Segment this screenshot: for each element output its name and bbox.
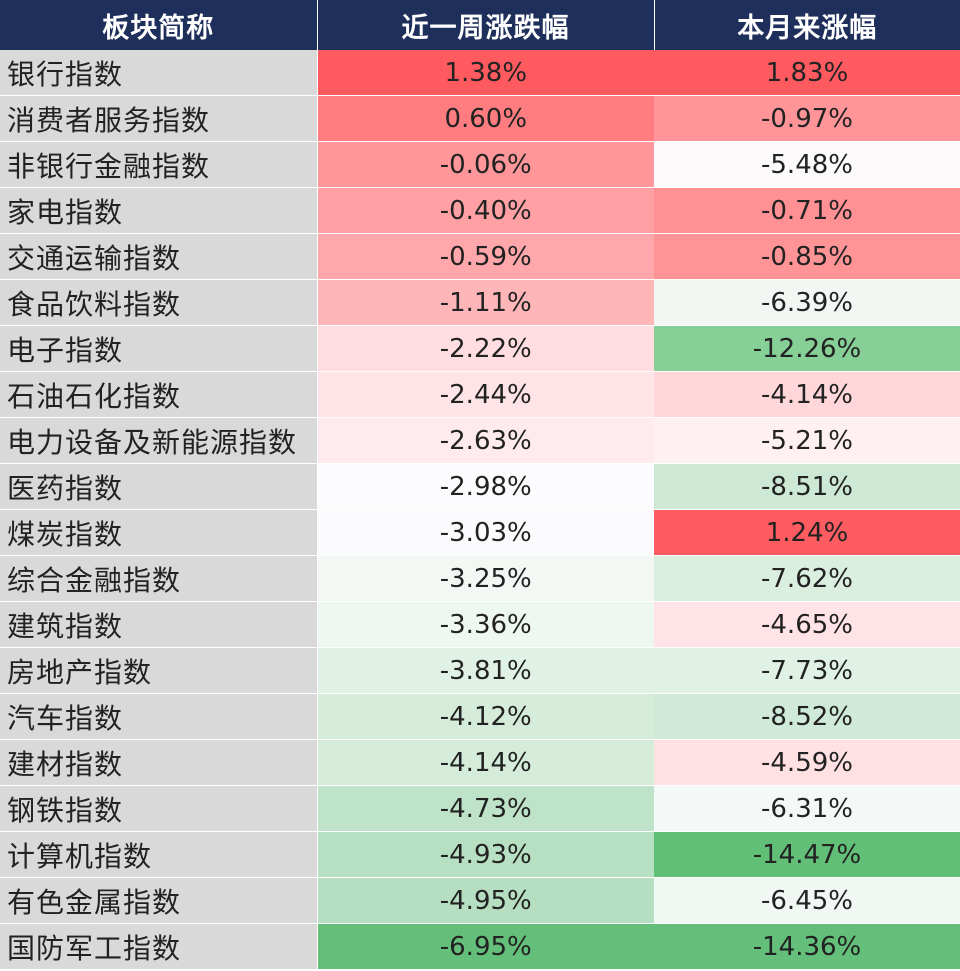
monthly-change-cell: -12.26%: [654, 325, 960, 372]
table-row: 钢铁指数 -4.73% -6.31%: [0, 785, 960, 832]
weekly-change-cell: 0.60%: [317, 95, 654, 142]
sector-name-cell: 有色金属指数: [0, 877, 318, 924]
monthly-change-cell: -4.65%: [654, 601, 960, 648]
table-row: 电子指数 -2.22% -12.26%: [0, 325, 960, 372]
sector-name-cell: 医药指数: [0, 463, 318, 510]
monthly-change-cell: -14.47%: [654, 831, 960, 878]
sector-name-cell: 房地产指数: [0, 647, 318, 694]
table-row: 国防军工指数 -6.95% -14.36%: [0, 923, 960, 969]
monthly-change-cell: -8.52%: [654, 693, 960, 740]
weekly-change-cell: -0.59%: [317, 233, 654, 280]
weekly-change-cell: -3.36%: [317, 601, 654, 648]
weekly-change-cell: -4.73%: [317, 785, 654, 832]
weekly-change-cell: -3.81%: [317, 647, 654, 694]
header-weekly-change: 近一周涨跌幅: [317, 0, 655, 50]
weekly-change-cell: -4.93%: [317, 831, 654, 878]
table-row: 煤炭指数 -3.03% 1.24%: [0, 509, 960, 556]
table-row: 有色金属指数 -4.95% -6.45%: [0, 877, 960, 924]
monthly-change-cell: -0.71%: [654, 187, 960, 234]
weekly-change-cell: -1.11%: [317, 279, 654, 326]
sector-name-cell: 银行指数: [0, 50, 318, 96]
monthly-change-cell: -8.51%: [654, 463, 960, 510]
weekly-change-cell: -2.22%: [317, 325, 654, 372]
table-row: 电力设备及新能源指数 -2.63% -5.21%: [0, 417, 960, 464]
monthly-change-cell: -5.21%: [654, 417, 960, 464]
weekly-change-cell: -2.44%: [317, 371, 654, 418]
monthly-change-cell: -6.45%: [654, 877, 960, 924]
monthly-change-cell: -6.31%: [654, 785, 960, 832]
weekly-change-cell: -6.95%: [317, 923, 654, 969]
weekly-change-cell: -0.06%: [317, 141, 654, 188]
sector-name-cell: 计算机指数: [0, 831, 318, 878]
monthly-change-cell: 1.83%: [654, 50, 960, 96]
table-row: 汽车指数 -4.12% -8.52%: [0, 693, 960, 740]
header-row: 板块简称 近一周涨跌幅 本月来涨幅: [0, 0, 960, 50]
sector-name-cell: 建材指数: [0, 739, 318, 786]
table-row: 银行指数 1.38% 1.83%: [0, 50, 960, 96]
table-row: 计算机指数 -4.93% -14.47%: [0, 831, 960, 878]
weekly-change-cell: -3.03%: [317, 509, 654, 556]
table-body: 银行指数 1.38% 1.83% 消费者服务指数 0.60% -0.97% 非银行金融指数 -…: [0, 50, 960, 969]
sector-name-cell: 综合金融指数: [0, 555, 318, 602]
table-header: 板块简称 近一周涨跌幅 本月来涨幅: [0, 0, 960, 50]
table-row: 交通运输指数 -0.59% -0.85%: [0, 233, 960, 280]
sector-name-cell: 汽车指数: [0, 693, 318, 740]
monthly-change-cell: 1.24%: [654, 509, 960, 556]
sector-name-cell: 电子指数: [0, 325, 318, 372]
table-row: 房地产指数 -3.81% -7.73%: [0, 647, 960, 694]
sector-name-cell: 食品饮料指数: [0, 279, 318, 326]
monthly-change-cell: -7.62%: [654, 555, 960, 602]
sector-name-cell: 非银行金融指数: [0, 141, 318, 188]
weekly-change-cell: -3.25%: [317, 555, 654, 602]
table-row: 石油石化指数 -2.44% -4.14%: [0, 371, 960, 418]
sector-name-cell: 建筑指数: [0, 601, 318, 648]
sector-name-cell: 石油石化指数: [0, 371, 318, 418]
weekly-change-cell: -0.40%: [317, 187, 654, 234]
weekly-change-cell: -4.14%: [317, 739, 654, 786]
header-monthly-change: 本月来涨幅: [654, 0, 960, 50]
monthly-change-cell: -4.59%: [654, 739, 960, 786]
monthly-change-cell: -14.36%: [654, 923, 960, 969]
monthly-change-cell: -0.97%: [654, 95, 960, 142]
monthly-change-cell: -7.73%: [654, 647, 960, 694]
weekly-change-cell: -2.98%: [317, 463, 654, 510]
sector-name-cell: 国防军工指数: [0, 923, 318, 969]
sector-name-cell: 消费者服务指数: [0, 95, 318, 142]
table-row: 食品饮料指数 -1.11% -6.39%: [0, 279, 960, 326]
table-row: 建材指数 -4.14% -4.59%: [0, 739, 960, 786]
sector-name-cell: 交通运输指数: [0, 233, 318, 280]
table-row: 消费者服务指数 0.60% -0.97%: [0, 95, 960, 142]
weekly-change-cell: 1.38%: [317, 50, 654, 96]
monthly-change-cell: -5.48%: [654, 141, 960, 188]
sector-name-cell: 钢铁指数: [0, 785, 318, 832]
weekly-change-cell: -4.12%: [317, 693, 654, 740]
weekly-change-cell: -2.63%: [317, 417, 654, 464]
monthly-change-cell: -4.14%: [654, 371, 960, 418]
table-row: 医药指数 -2.98% -8.51%: [0, 463, 960, 510]
monthly-change-cell: -0.85%: [654, 233, 960, 280]
sector-name-cell: 电力设备及新能源指数: [0, 417, 318, 464]
table-row: 综合金融指数 -3.25% -7.62%: [0, 555, 960, 602]
table-row: 非银行金融指数 -0.06% -5.48%: [0, 141, 960, 188]
sector-name-cell: 家电指数: [0, 187, 318, 234]
monthly-change-cell: -6.39%: [654, 279, 960, 326]
table-row: 建筑指数 -3.36% -4.65%: [0, 601, 960, 648]
header-sector-name: 板块简称: [0, 0, 318, 50]
sector-name-cell: 煤炭指数: [0, 509, 318, 556]
weekly-change-cell: -4.95%: [317, 877, 654, 924]
table-row: 家电指数 -0.40% -0.71%: [0, 187, 960, 234]
